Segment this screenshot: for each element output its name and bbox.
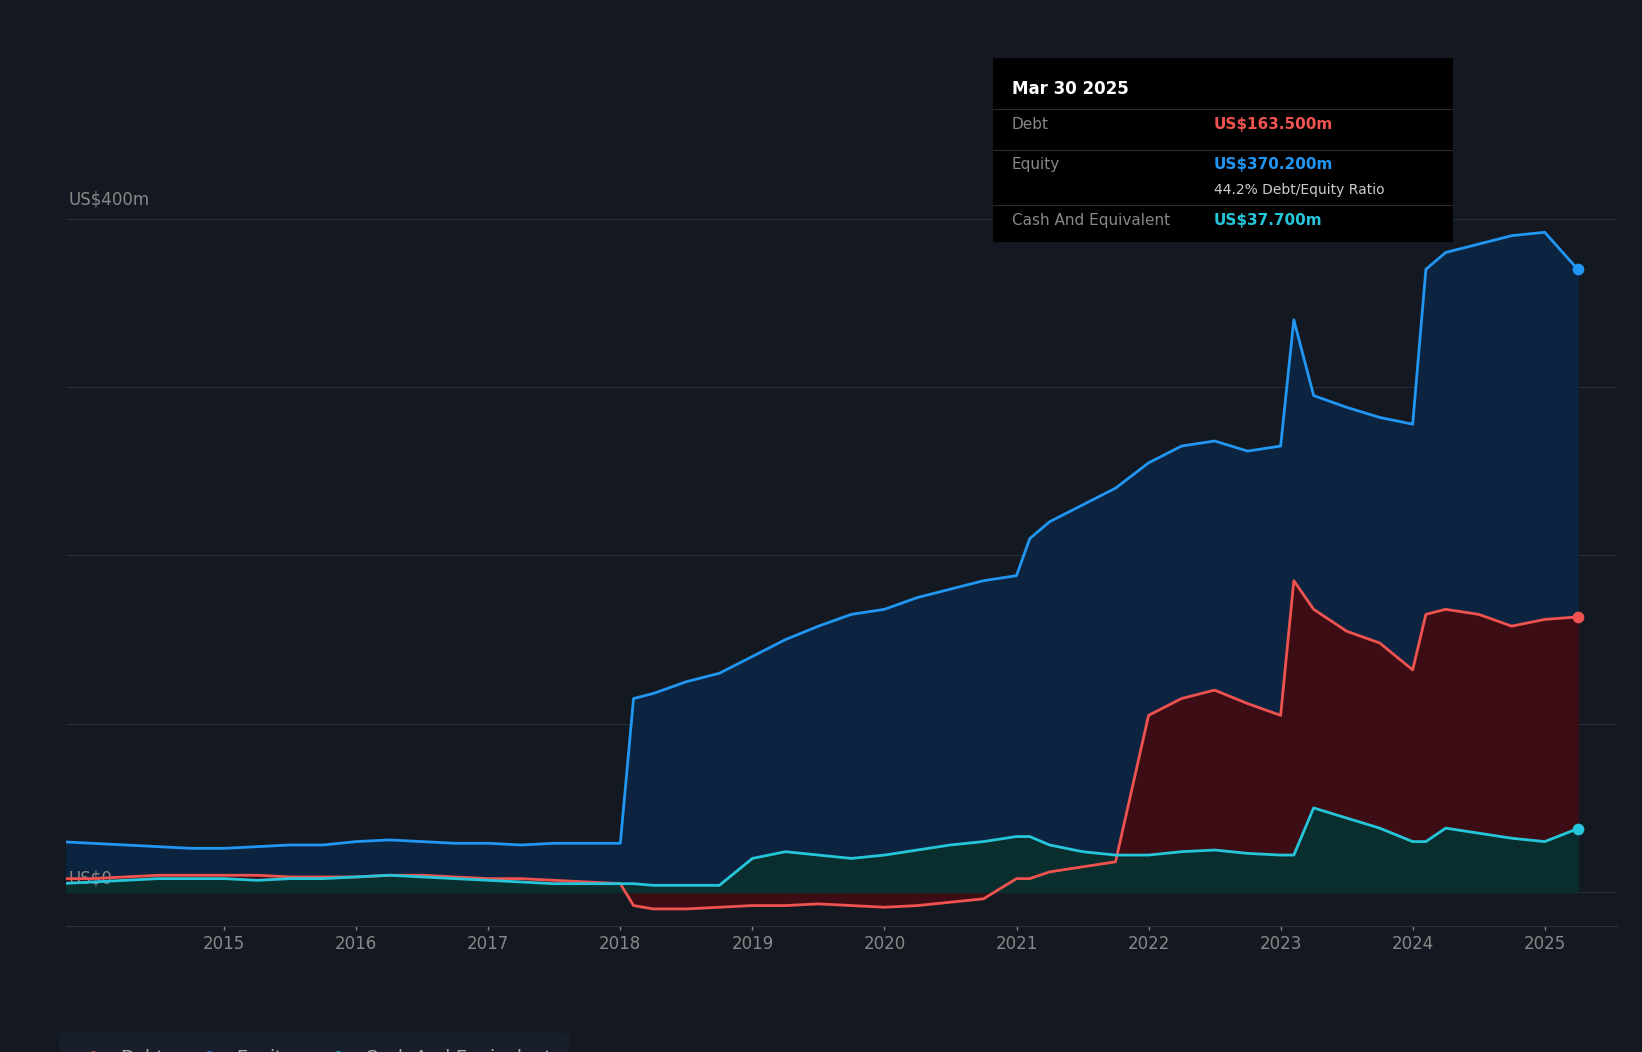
Text: US$163.500m: US$163.500m <box>1213 117 1333 132</box>
Text: Debt: Debt <box>1011 117 1049 132</box>
Point <box>1565 821 1591 837</box>
Text: US$37.700m: US$37.700m <box>1213 213 1323 227</box>
Text: US$400m: US$400m <box>69 190 149 208</box>
Text: US$0: US$0 <box>69 869 112 887</box>
Text: Mar 30 2025: Mar 30 2025 <box>1011 80 1128 98</box>
Text: Cash And Equivalent: Cash And Equivalent <box>1011 213 1171 227</box>
Text: US$370.200m: US$370.200m <box>1213 157 1333 173</box>
Text: Equity: Equity <box>1011 157 1061 173</box>
Point <box>1565 261 1591 278</box>
Point <box>1565 608 1591 625</box>
Legend: Debt, Equity, Cash And Equivalent: Debt, Equity, Cash And Equivalent <box>59 1033 568 1052</box>
Text: 44.2% Debt/Equity Ratio: 44.2% Debt/Equity Ratio <box>1213 183 1384 197</box>
